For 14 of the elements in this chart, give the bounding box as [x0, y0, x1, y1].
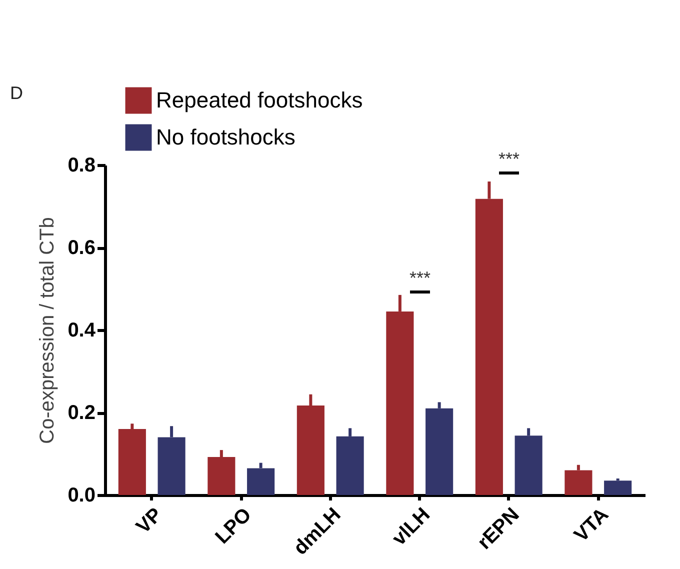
y-tick-label: 0.6	[68, 237, 96, 259]
y-tick-label: 0.8	[68, 154, 96, 176]
text: D	[10, 83, 23, 103]
x-tick-label: VTA	[570, 504, 613, 547]
x-tick-label: VP	[132, 504, 167, 538]
bar	[604, 480, 632, 495]
y-axis-title: Co-expression / total CTb	[36, 217, 59, 444]
y-tick-label: 0.0	[68, 484, 96, 506]
legend-label: Repeated footshocks	[156, 88, 363, 112]
y-tick-label: 0.2	[68, 402, 96, 424]
y-tick-label: 0.4	[68, 320, 96, 342]
annotation: ***	[409, 268, 431, 288]
legend-label: No footshocks	[156, 124, 296, 150]
annotation: ***	[498, 149, 520, 169]
